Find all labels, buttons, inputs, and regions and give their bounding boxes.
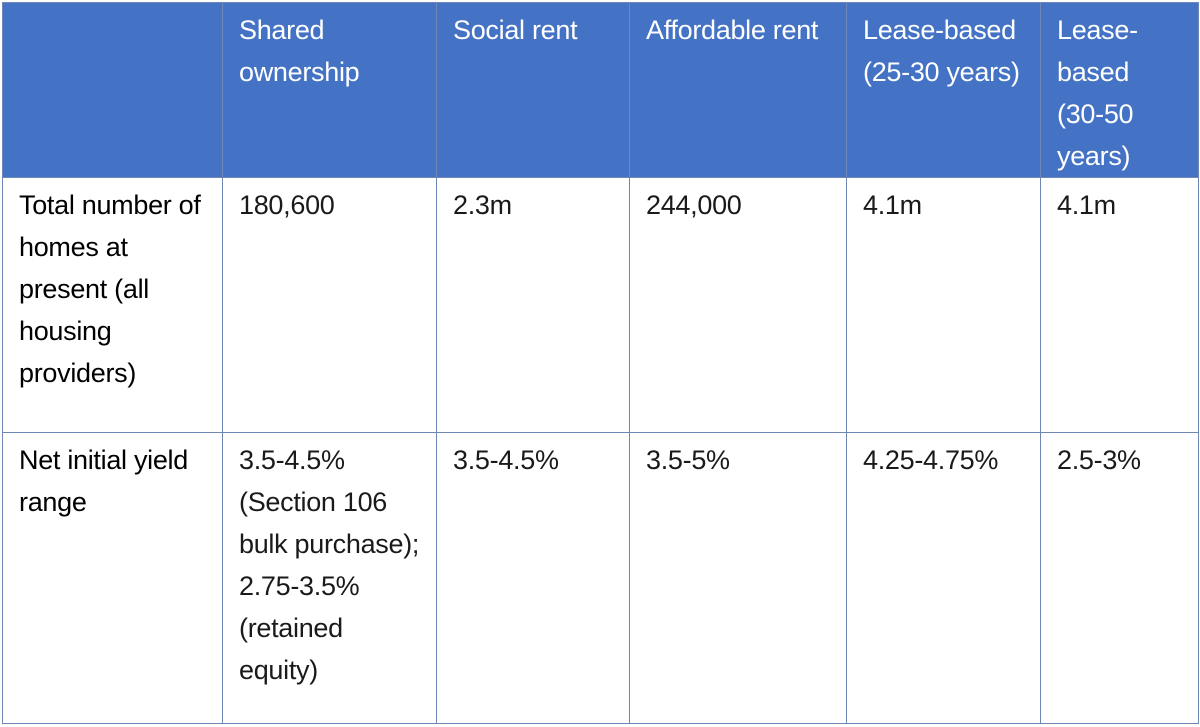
header-lease-30-50: Lease-based (30-50 years) (1040, 2, 1199, 178)
table-row-total-homes: Total number of homes at present (all ho… (2, 177, 1199, 433)
cell-affordable-rent-homes: 244,000 (629, 177, 847, 433)
cell-lease-30-50-yield: 2.5-3% (1040, 432, 1199, 724)
row-label-net-initial-yield: Net initial yield range (2, 432, 223, 724)
header-social-rent: Social rent (436, 2, 630, 178)
cell-lease-25-30-yield: 4.25-4.75% (846, 432, 1041, 724)
header-affordable-rent: Affordable rent (629, 2, 847, 178)
cell-affordable-rent-yield: 3.5-5% (629, 432, 847, 724)
header-shared-ownership: Shared ownership (222, 2, 437, 178)
header-lease-25-30: Lease-based (25-30 years) (846, 2, 1041, 178)
cell-social-rent-yield: 3.5-4.5% (436, 432, 630, 724)
header-empty (2, 2, 223, 178)
cell-lease-25-30-homes: 4.1m (846, 177, 1041, 433)
header-row: Shared ownership Social rent Affordable … (2, 2, 1199, 178)
cell-shared-ownership-homes: 180,600 (222, 177, 437, 433)
table-row-net-initial-yield: Net initial yield range 3.5-4.5% (Sectio… (2, 432, 1199, 724)
cell-lease-30-50-homes: 4.1m (1040, 177, 1199, 433)
cell-social-rent-homes: 2.3m (436, 177, 630, 433)
row-label-total-homes: Total number of homes at present (all ho… (2, 177, 223, 433)
cell-shared-ownership-yield: 3.5-4.5% (Section 106 bulk purchase); 2.… (222, 432, 437, 724)
